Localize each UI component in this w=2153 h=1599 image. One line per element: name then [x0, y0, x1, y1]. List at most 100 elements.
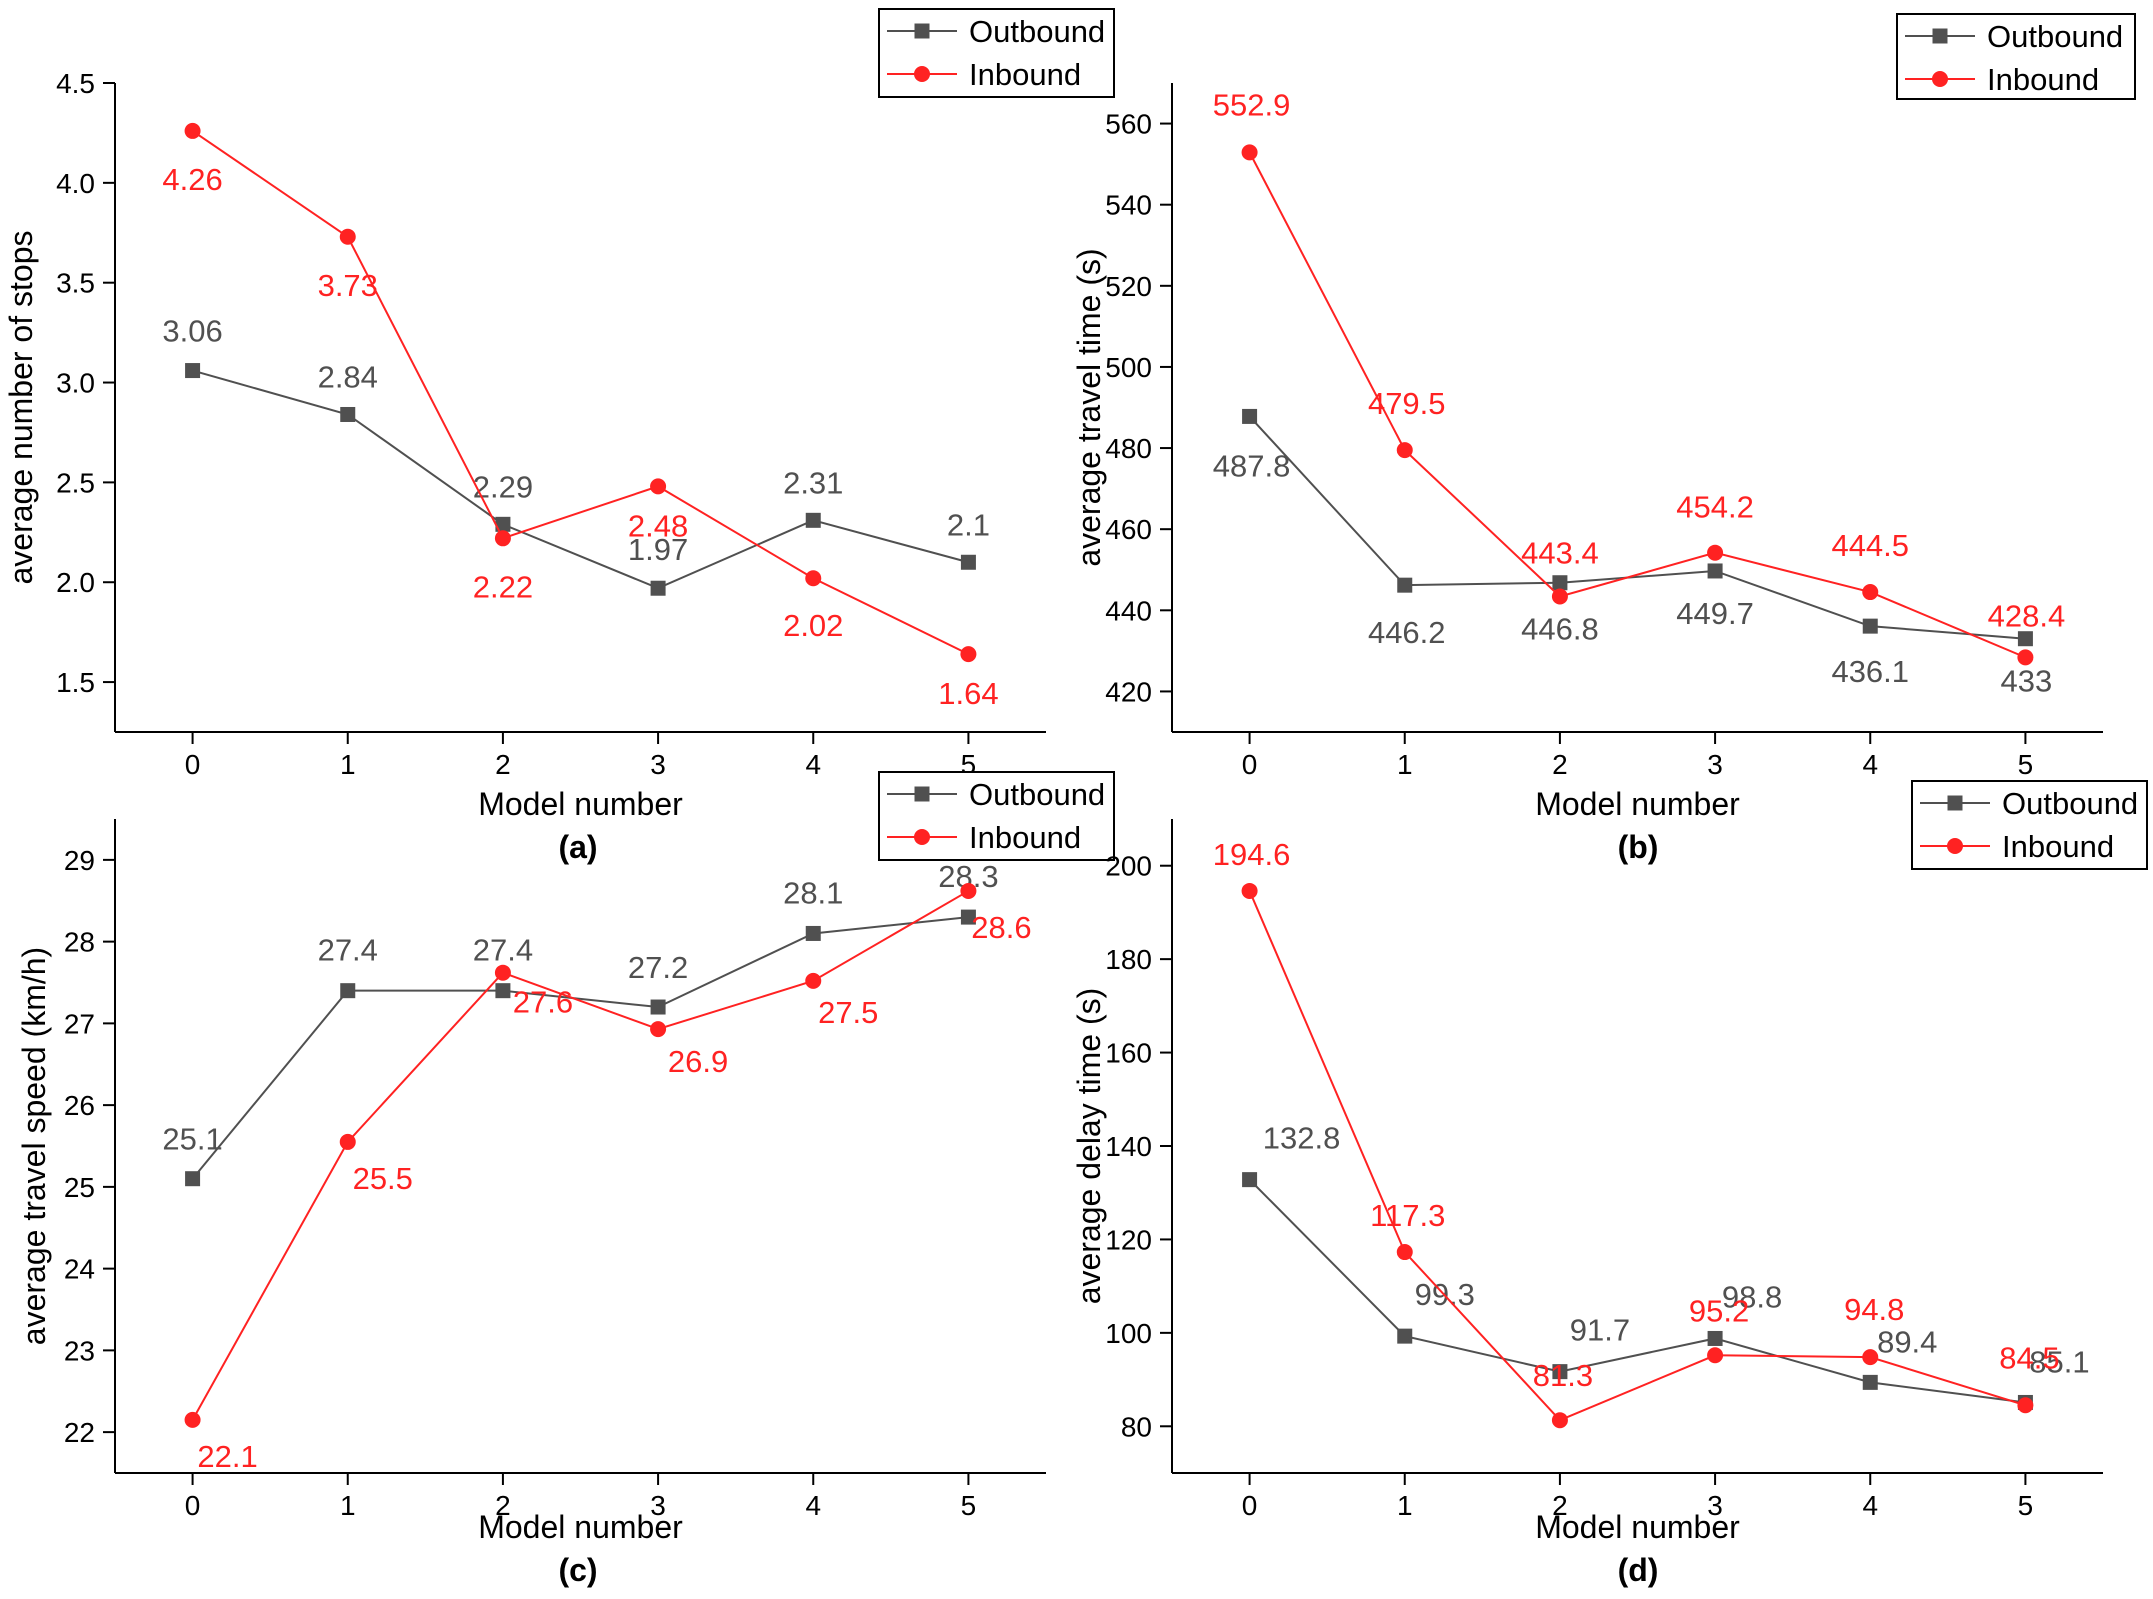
outbound-line: [192, 369, 969, 590]
outbound-data-label: 28.1: [783, 875, 843, 910]
x-tick-label: 3: [650, 749, 666, 780]
outbound-point: [1552, 1364, 1568, 1380]
inbound-data-label: 28.6: [971, 910, 1031, 945]
y-axis-label: average travel time (s): [1071, 248, 1107, 566]
outbound-point: [185, 1171, 201, 1187]
outbound-point: [1242, 408, 1258, 424]
outbound-data-label: 446.2: [1368, 615, 1446, 650]
y-axis-label: average travel speed (km/h): [16, 947, 52, 1345]
inbound-point: [494, 530, 511, 547]
y-tick-label: 180: [1105, 944, 1152, 975]
inbound-data-label: 2.22: [473, 569, 533, 604]
inbound-data-label: 26.9: [668, 1044, 728, 1079]
legend-label-outbound: Outbound: [969, 777, 1105, 812]
outbound-point: [960, 909, 976, 925]
legend-marker-inbound: [1947, 838, 1963, 854]
legend-label-inbound: Inbound: [1987, 62, 2099, 97]
legend: Outbound Inbound: [1896, 13, 2136, 100]
inbound-data-label: 117.3: [1370, 1198, 1445, 1233]
chart-panel-b: 0 1 2 3 4 5 420 440 460 480 500 520 540 560 Model numb…: [1071, 13, 2136, 865]
x-tick-label: 5: [2018, 1490, 2034, 1521]
x-tick-label: 4: [805, 749, 821, 780]
outbound-point: [340, 983, 356, 999]
x-tick-label: 3: [1707, 749, 1723, 780]
outbound-point: [2017, 631, 2033, 647]
legend-label-inbound: Inbound: [969, 820, 1081, 855]
y-axis-label: average delay time (s): [1071, 988, 1107, 1305]
y-tick-label: 22: [64, 1417, 95, 1448]
inbound-data-label: 454.2: [1676, 490, 1754, 525]
x-tick-label: 5: [961, 1490, 977, 1521]
outbound-data-label: 449.7: [1676, 596, 1754, 631]
x-tick-label: 0: [1242, 749, 1258, 780]
y-tick-label: 23: [64, 1335, 95, 1366]
x-axis-label: Model number: [1535, 1509, 1740, 1545]
outbound-data-label: 27.4: [318, 933, 378, 968]
y-tick-label: 560: [1105, 109, 1152, 140]
x-tick-label: 0: [1242, 1490, 1258, 1521]
inbound-data-label: 84.5: [1999, 1340, 2059, 1375]
inbound-point: [960, 882, 977, 899]
y-tick-label: 520: [1105, 271, 1152, 302]
y-tick-label: 24: [64, 1254, 95, 1285]
inbound-data-label: 95.2: [1689, 1293, 1749, 1328]
outbound-data-label: 27.2: [628, 950, 688, 985]
inbound-data-label: 428.4: [1988, 598, 2066, 633]
y-tick-label: 2.5: [56, 467, 95, 498]
inbound-data-label: 2.48: [628, 508, 688, 543]
x-tick-label: 1: [340, 749, 356, 780]
x-tick-label: 4: [1862, 749, 1878, 780]
x-tick-label: 3: [1707, 1490, 1723, 1521]
outbound-point: [1862, 618, 1878, 634]
inbound-point: [1707, 1347, 1724, 1364]
x-tick-label: 2: [1552, 1490, 1568, 1521]
x-axis-label: Model number: [478, 786, 683, 822]
outbound-point: [1707, 563, 1723, 579]
x-tick-label: 2: [495, 749, 511, 780]
inbound-line: [191, 890, 969, 1421]
inbound-line: [1248, 151, 2026, 659]
inbound-point: [184, 1411, 201, 1428]
x-tick-label: 1: [1397, 1490, 1413, 1521]
outbound-data-label: 1.97: [628, 532, 688, 567]
panel-caption: (c): [558, 1552, 597, 1588]
outbound-point: [1397, 577, 1413, 593]
inbound-data-label: 22.1: [197, 1439, 257, 1474]
x-tick-label: 3: [650, 1490, 666, 1521]
y-tick-label: 480: [1105, 433, 1152, 464]
outbound-point: [1862, 1374, 1878, 1390]
inbound-point: [650, 478, 667, 495]
legend-marker-outbound: [914, 23, 930, 39]
y-axis-label: average number of stops: [3, 231, 39, 585]
outbound-data-label: 132.8: [1263, 1121, 1341, 1156]
legend-marker-outbound: [914, 786, 930, 802]
x-tick-label: 2: [495, 1490, 511, 1521]
y-tick-label: 440: [1105, 595, 1152, 626]
legend-marker-inbound: [914, 66, 930, 82]
outbound-data-label: 2.84: [318, 359, 378, 394]
y-tick-label: 4.0: [56, 168, 95, 199]
outbound-point: [185, 363, 201, 379]
y-tick-label: 140: [1105, 1131, 1152, 1162]
inbound-point: [1396, 1244, 1413, 1261]
inbound-line: [192, 130, 969, 656]
inbound-data-label: 479.5: [1368, 386, 1446, 421]
legend-label-outbound: Outbound: [969, 14, 1105, 49]
x-tick-label: 0: [185, 1490, 201, 1521]
y-tick-label: 3.5: [56, 268, 95, 299]
outbound-line: [1248, 1178, 2026, 1404]
y-tick-label: 420: [1105, 676, 1152, 707]
x-tick-label: 1: [1397, 749, 1413, 780]
legend-label-outbound: Outbound: [1987, 19, 2123, 54]
inbound-data-label: 3.73: [318, 268, 378, 303]
outbound-point: [805, 512, 821, 528]
y-tick-label: 200: [1105, 851, 1152, 882]
inbound-point: [1396, 442, 1413, 459]
inbound-point: [1551, 1412, 1568, 1429]
y-tick-label: 1.5: [56, 667, 95, 698]
x-tick-label: 0: [185, 749, 201, 780]
legend-marker-outbound: [1947, 795, 1963, 811]
inbound-data-label: 94.8: [1844, 1292, 1904, 1327]
inbound-point: [1241, 882, 1258, 899]
y-tick-label: 80: [1121, 1411, 1152, 1442]
